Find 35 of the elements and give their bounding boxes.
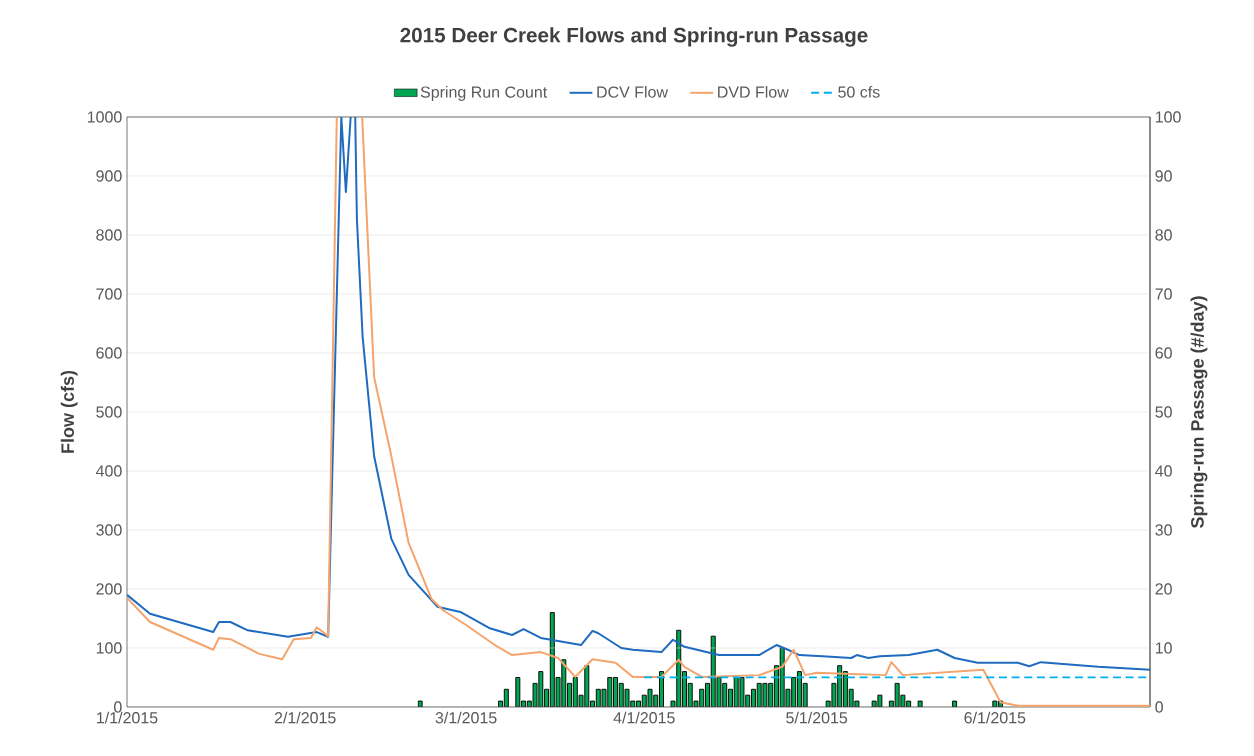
legend-label: Spring Run Count [420, 86, 548, 101]
y-tick-label: 800 [96, 229, 122, 241]
y2-tick-label: 80 [1155, 229, 1172, 241]
y-tick-label: 600 [96, 347, 122, 359]
x-tick-label: 5/1/2015 [786, 711, 848, 724]
y-tick-label: 500 [96, 406, 122, 418]
y-tick-label: 1000 [87, 111, 122, 123]
x-tick-label: 4/1/2015 [613, 711, 675, 724]
y2-tick-label: 90 [1155, 170, 1172, 182]
y2-tick-label: 70 [1155, 288, 1172, 300]
x-tick-label: 2/1/2015 [274, 711, 336, 724]
y2-tick-label: 50 [1155, 406, 1172, 418]
x-tick-label: 6/1/2015 [964, 711, 1026, 724]
x-tick-label: 3/1/2015 [435, 711, 497, 724]
y-tick-label: 0 [114, 701, 122, 713]
y2-tick-label: 100 [1155, 111, 1181, 123]
y2-tick-label: 60 [1155, 347, 1172, 359]
y-tick-label: 300 [96, 524, 122, 536]
y2-tick-label: 20 [1155, 583, 1172, 595]
x-tick-label: 1/1/2015 [97, 711, 158, 724]
legend-label: DVD Flow [718, 86, 789, 98]
chart-title: 2015 Deer Creek Flows and Spring-run Passage [400, 27, 868, 47]
y2-tick-label: 10 [1155, 642, 1172, 654]
y2-tick-label: 30 [1155, 524, 1172, 536]
y-tick-label: 400 [95, 465, 122, 477]
legend-label: 50 cfs [838, 85, 880, 98]
y-tick-label: 200 [96, 583, 122, 595]
legend-label: DCV Flow [597, 86, 669, 98]
y2-tick-label: 0 [1155, 701, 1163, 713]
y2-tick-label: 40 [1155, 465, 1172, 477]
y-tick-label: 700 [96, 288, 122, 300]
y-axis-title: Flow (cfs) [60, 370, 78, 453]
y-tick-label: 100 [96, 642, 122, 654]
y-tick-label: 900 [96, 170, 122, 182]
y2-axis-title: Spring-run Passage (#/day) [1190, 296, 1208, 528]
